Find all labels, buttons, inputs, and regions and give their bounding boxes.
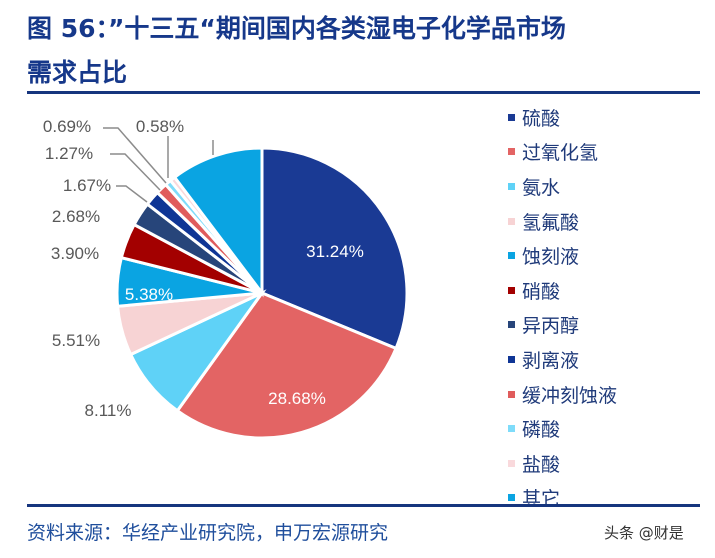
legend-swatch <box>508 494 515 502</box>
legend-swatch <box>508 425 515 433</box>
figure-title-line-2: 需求占比 <box>27 58 128 87</box>
legend-label: 硝酸 <box>522 280 561 303</box>
legend-swatch <box>508 113 515 121</box>
top-rule <box>27 91 700 94</box>
legend-item: 氢氟酸 <box>508 204 617 239</box>
data-label-5: 3.90% <box>50 244 100 263</box>
legend-swatch <box>508 252 515 260</box>
data-label-1: 28.68% <box>268 389 326 408</box>
data-label-9: 0.69% <box>42 117 92 136</box>
legend-item: 缓冲刻蚀液 <box>508 377 617 412</box>
legend-label: 氨水 <box>522 176 561 199</box>
legend-label: 蚀刻液 <box>522 246 580 269</box>
pie-slice-1 <box>175 291 398 440</box>
legend: 硫酸过氧化氢氨水氢氟酸蚀刻液硝酸异丙醇剥离液缓冲刻蚀液磷酸盐酸其它 <box>508 100 617 515</box>
leader-line <box>116 185 148 203</box>
legend-item: 蚀刻液 <box>508 238 617 273</box>
legend-swatch <box>508 459 515 467</box>
data-label-8: 1.27% <box>44 144 94 163</box>
legend-label: 异丙醇 <box>522 315 580 338</box>
figure-title-line-1: 图 56：”十三五“期间国内各类湿电子化学品市场 <box>27 14 566 43</box>
legend-item: 其它 <box>508 481 617 516</box>
source-note: 资料来源：华经产业研究院，申万宏源研究 <box>27 522 389 544</box>
legend-swatch <box>508 286 515 294</box>
legend-label: 缓冲刻蚀液 <box>522 384 618 407</box>
data-label-10: 0.58% <box>135 117 185 136</box>
legend-swatch <box>508 148 515 156</box>
data-label-2: 8.11% <box>84 401 132 420</box>
legend-item: 过氧化氢 <box>508 135 617 170</box>
legend-swatch <box>508 182 515 190</box>
legend-item: 硝酸 <box>508 273 617 308</box>
data-label-6: 2.68% <box>51 207 101 226</box>
pie-slice-0 <box>260 146 409 351</box>
leader-line <box>110 153 161 191</box>
legend-item: 硫酸 <box>508 100 617 135</box>
legend-swatch <box>508 355 515 363</box>
legend-label: 硫酸 <box>522 107 561 130</box>
legend-swatch <box>508 217 515 225</box>
legend-item: 盐酸 <box>508 446 617 481</box>
legend-swatch <box>508 321 515 329</box>
data-label-4: 5.38% <box>124 285 174 304</box>
legend-item: 异丙醇 <box>508 308 617 343</box>
data-label-3: 5.51% <box>51 331 101 350</box>
data-label-0: 31.24% <box>306 242 364 261</box>
legend-label: 盐酸 <box>522 453 561 476</box>
legend-item: 氨水 <box>508 169 617 204</box>
legend-swatch <box>508 390 515 398</box>
pie-slice-11 <box>172 146 264 298</box>
legend-label: 氢氟酸 <box>522 211 580 234</box>
legend-item: 剥离液 <box>508 342 617 377</box>
legend-item: 磷酸 <box>508 411 617 446</box>
legend-label: 过氧化氢 <box>522 142 599 165</box>
data-label-7: 1.67% <box>62 176 112 195</box>
bottom-rule <box>27 504 700 507</box>
legend-label: 剥离液 <box>522 349 580 372</box>
leader-line <box>103 127 167 184</box>
legend-label: 其它 <box>522 488 561 511</box>
legend-label: 磷酸 <box>522 419 561 442</box>
watermark: 头条 @财是 <box>604 524 684 542</box>
